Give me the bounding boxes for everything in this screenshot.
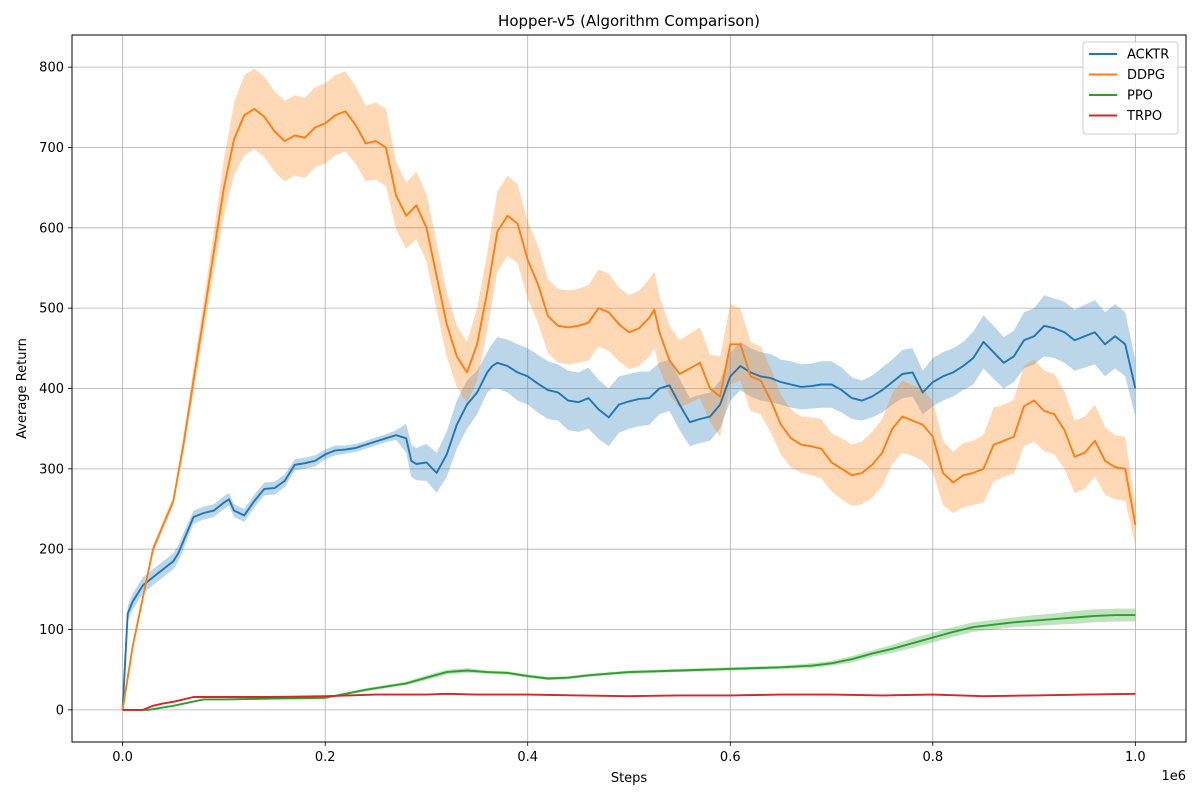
legend-label-ppo: PPO <box>1127 89 1153 104</box>
x-tick-label: 0.2 <box>315 750 336 765</box>
x-tick-label: 0.0 <box>112 750 133 765</box>
y-tick-label: 500 <box>39 302 64 317</box>
x-axis-label: Steps <box>611 771 648 786</box>
ppo-confidence-band <box>122 608 1136 710</box>
y-tick-label: 200 <box>39 543 64 558</box>
acktr-confidence-band <box>122 295 1136 710</box>
confidence-bands <box>122 68 1136 710</box>
axis-ticks: 0.0 0.2 0.4 0.6 0.8 1.0 0 100 200 300 400 500 600 700… <box>39 61 1146 765</box>
x-offset-label: 1e6 <box>1161 769 1186 784</box>
y-tick-label: 0 <box>56 703 64 718</box>
chart-title: Hopper-v5 (Algorithm Comparison) <box>498 12 760 30</box>
y-axis-label: Average Return <box>15 338 30 439</box>
y-tick-label: 100 <box>39 623 64 638</box>
x-tick-label: 0.8 <box>922 750 943 765</box>
ppo-line <box>122 614 1136 711</box>
trpo-line <box>122 692 1136 711</box>
acktr-line <box>121 324 1137 710</box>
legend-label-ddpg: DDPG <box>1127 68 1165 83</box>
legend-box <box>1082 41 1179 135</box>
x-tick-label: 0.6 <box>720 750 741 765</box>
legend-label-acktr: ACKTR <box>1127 48 1169 63</box>
y-tick-label: 400 <box>39 382 64 397</box>
y-tick-label: 800 <box>39 61 64 76</box>
x-tick-label: 0.4 <box>517 750 538 765</box>
y-tick-label: 300 <box>39 462 64 477</box>
legend: ACKTR DDPG PPO TRPO <box>1082 41 1179 135</box>
legend-label-trpo: TRPO <box>1126 109 1162 124</box>
ddpg-line <box>121 107 1137 711</box>
y-tick-label: 600 <box>39 221 64 236</box>
x-tick-label: 1.0 <box>1125 750 1146 765</box>
y-tick-label: 700 <box>39 141 64 156</box>
series-lines <box>121 107 1137 711</box>
